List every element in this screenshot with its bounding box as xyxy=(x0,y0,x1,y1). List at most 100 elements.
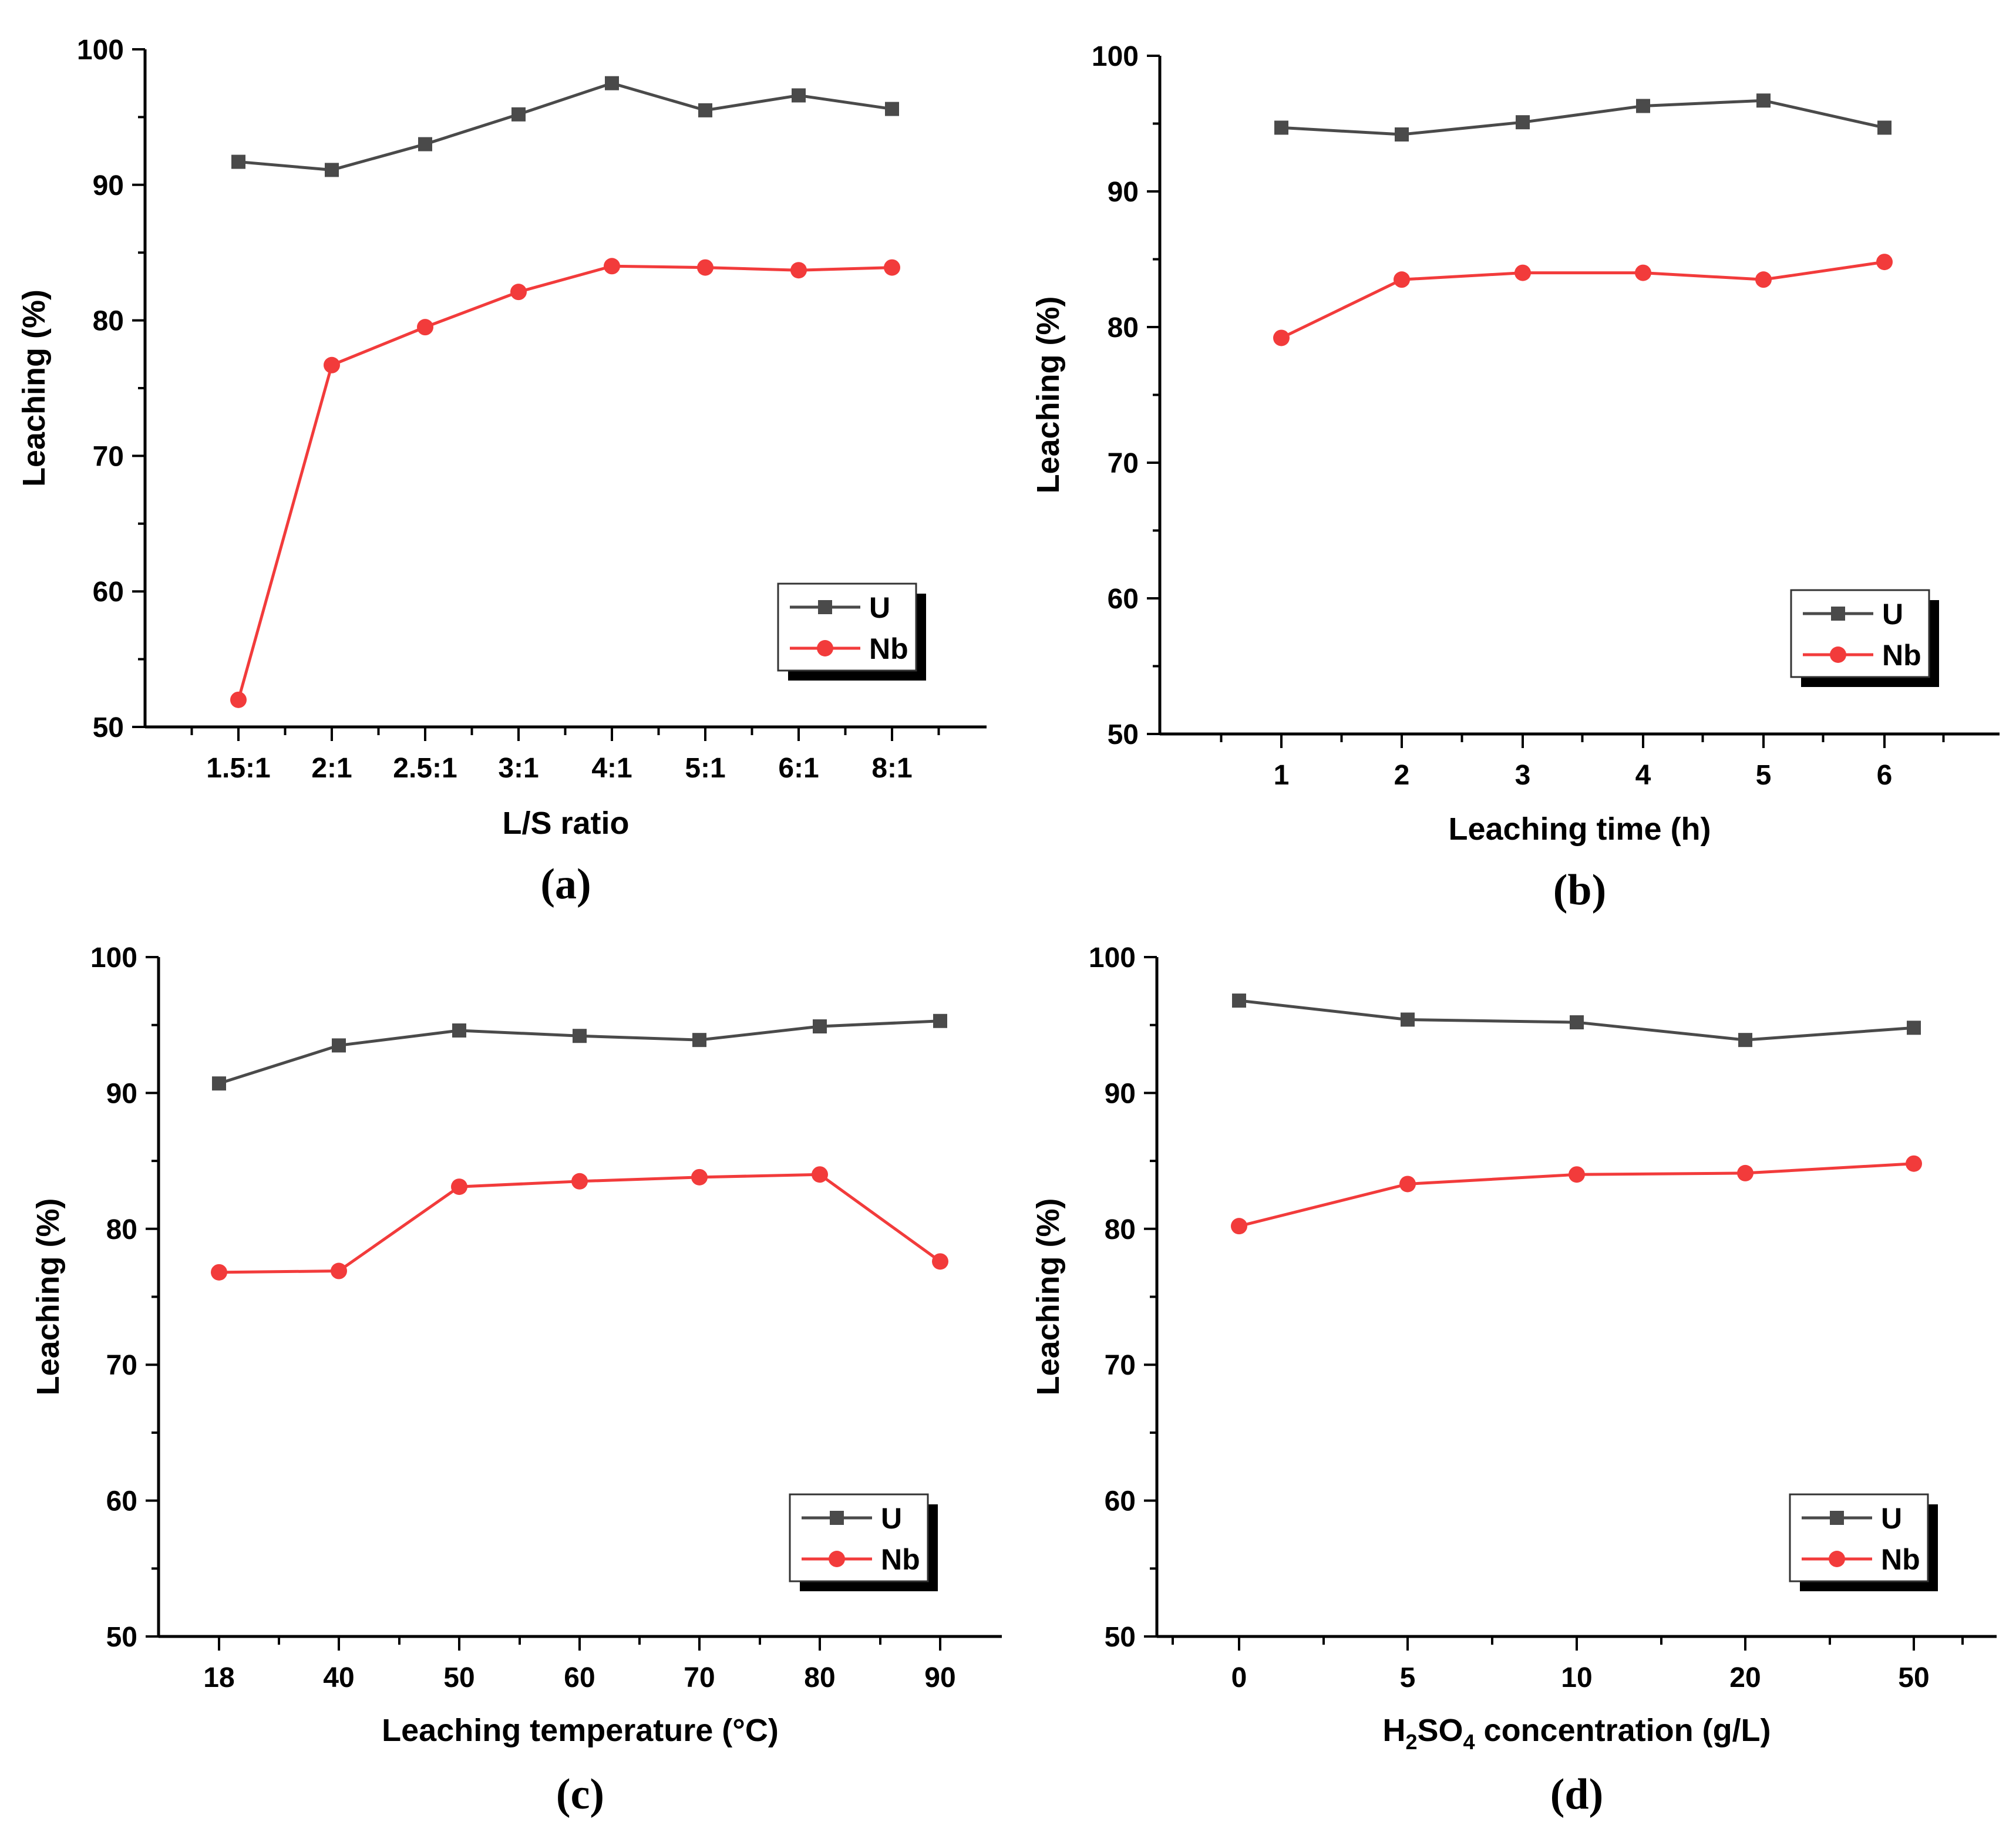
data-point-u xyxy=(692,1033,706,1048)
y-tick-label: 100 xyxy=(1092,41,1139,72)
x-tick-label: 3 xyxy=(1515,760,1531,791)
series-nb xyxy=(1231,1155,1922,1235)
x-tick-label: 40 xyxy=(323,1662,354,1693)
y-axis-title: Leaching (%) xyxy=(31,1198,66,1395)
y-tick-label: 80 xyxy=(1108,312,1139,344)
x-tick-label: 10 xyxy=(1561,1662,1592,1693)
series-u xyxy=(212,1013,947,1091)
y-tick-label: 70 xyxy=(1105,1350,1136,1381)
series-u xyxy=(231,76,899,177)
chart-panel-1: 50 60 70 80 90 100 1.5:1 2:1 2.5:1 3:1 4:1 5:1 6:1 8:… xyxy=(16,35,987,908)
legend-box xyxy=(1789,1493,1929,1582)
x-tick-label: 50 xyxy=(443,1662,474,1693)
y-axis-title: Leaching (%) xyxy=(1031,296,1066,493)
y-tick-label: 90 xyxy=(1108,177,1139,208)
panel-label: (b) xyxy=(1553,866,1606,914)
legend-marker-u xyxy=(1831,607,1845,621)
data-point-u xyxy=(1395,127,1409,142)
data-point-nb xyxy=(604,258,620,275)
data-point-nb xyxy=(1399,1176,1416,1193)
chart-panel-4: 50 60 70 80 90 100 0 5 10 20 50 H2SO4 concentration… xyxy=(1031,942,1997,1818)
x-tick-label: 50 xyxy=(1898,1662,1929,1693)
panel-label: (d) xyxy=(1550,1770,1603,1818)
legend-label-nb: Nb xyxy=(869,632,908,665)
x-tick-label: 2.5:1 xyxy=(393,753,457,784)
data-point-u xyxy=(885,102,899,116)
data-point-nb xyxy=(1273,329,1290,346)
data-point-u xyxy=(1738,1033,1752,1048)
legend-marker-u xyxy=(1830,1511,1844,1525)
y-tick-label: 100 xyxy=(77,35,124,66)
legend-marker-nb xyxy=(1830,646,1846,663)
data-point-u xyxy=(1401,1012,1415,1027)
legend-box xyxy=(789,1493,929,1582)
x-tick-label: 60 xyxy=(564,1662,595,1693)
data-point-nb xyxy=(230,691,247,708)
y-axis-title: Leaching (%) xyxy=(16,289,52,487)
data-point-u xyxy=(933,1013,947,1028)
data-point-nb xyxy=(211,1264,227,1281)
y-tick-label: 50 xyxy=(93,712,124,743)
data-point-u xyxy=(1756,93,1771,108)
legend: U Nb xyxy=(1789,1493,1938,1591)
panel-label: (a) xyxy=(540,860,591,908)
data-point-u xyxy=(1877,120,1892,135)
y-tick-label: 60 xyxy=(93,577,124,608)
legend: U Nb xyxy=(1790,589,1939,687)
x-axis-title: H2SO4 concentration (g/L) xyxy=(1382,1713,1771,1754)
data-point-nb xyxy=(417,319,433,336)
x-tick-label: 90 xyxy=(924,1662,955,1693)
y-tick-label: 60 xyxy=(106,1486,137,1517)
y-tick-label: 90 xyxy=(93,170,124,201)
subscript: 4 xyxy=(1463,1730,1475,1754)
data-point-nb xyxy=(1635,264,1651,281)
data-point-nb xyxy=(697,259,713,276)
x-axis-title: Leaching temperature (°C) xyxy=(382,1713,779,1748)
y-tick-label: 80 xyxy=(106,1214,137,1245)
legend: U Nb xyxy=(789,1493,938,1591)
data-point-nb xyxy=(790,262,807,279)
data-point-u xyxy=(231,154,245,169)
x-axis-title: Leaching time (h) xyxy=(1448,811,1711,847)
x-tick-label: 1 xyxy=(1274,760,1290,791)
y-tick-label: 50 xyxy=(1105,1622,1136,1653)
y-tick-label: 50 xyxy=(1108,719,1139,750)
legend-label-nb: Nb xyxy=(1882,639,1921,672)
data-point-nb xyxy=(331,1262,347,1279)
x-tick-label: 18 xyxy=(203,1662,234,1693)
y-tick-label: 70 xyxy=(106,1350,137,1381)
data-point-u xyxy=(1274,120,1288,135)
data-point-u xyxy=(325,163,339,177)
data-point-nb xyxy=(691,1168,708,1186)
data-point-u xyxy=(605,76,619,90)
legend-label-u: U xyxy=(1881,1502,1902,1535)
data-point-nb xyxy=(1231,1218,1247,1235)
x-tick-label: 8:1 xyxy=(871,753,912,784)
legend-label-nb: Nb xyxy=(881,1543,920,1576)
series-nb xyxy=(230,258,900,708)
x-tick-label: 5 xyxy=(1756,760,1772,791)
x-axis-title: L/S ratio xyxy=(502,806,629,841)
chart-panel-2: 50 60 70 80 90 100 1 2 3 4 5 6 Leaching time (h) Leac… xyxy=(1031,41,2000,914)
x-axis-title-part: SO xyxy=(1417,1713,1463,1748)
legend: U Nb xyxy=(777,582,926,681)
data-point-u xyxy=(792,88,806,103)
legend-label-u: U xyxy=(869,591,890,624)
x-tick-label: 4:1 xyxy=(591,753,632,784)
x-tick-label: 6 xyxy=(1877,760,1893,791)
data-point-nb xyxy=(1755,271,1772,288)
x-tick-label: 80 xyxy=(804,1662,835,1693)
series-line-nb xyxy=(237,264,893,701)
data-point-nb xyxy=(1737,1164,1754,1181)
series-nb xyxy=(211,1166,948,1281)
x-tick-label: 2 xyxy=(1394,760,1410,791)
subscript: 2 xyxy=(1405,1730,1417,1754)
x-tick-label: 4 xyxy=(1635,760,1651,791)
y-tick-label: 70 xyxy=(1108,448,1139,479)
data-point-u xyxy=(452,1023,466,1038)
data-point-nb xyxy=(324,356,340,373)
data-point-nb xyxy=(812,1166,828,1183)
x-axis-title-part: concentration (g/L) xyxy=(1475,1713,1771,1748)
y-tick-label: 100 xyxy=(1089,942,1136,974)
